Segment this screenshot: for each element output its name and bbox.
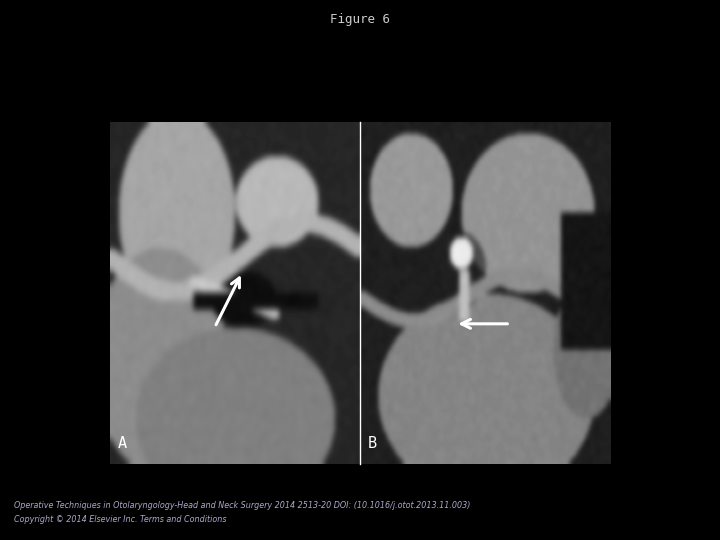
Text: Copyright © 2014 Elsevier Inc. Terms and Conditions: Copyright © 2014 Elsevier Inc. Terms and… [14, 515, 227, 524]
Text: B: B [368, 436, 377, 451]
Text: Operative Techniques in Otolaryngology-Head and Neck Surgery 2014 2513-20 DOI: (: Operative Techniques in Otolaryngology-H… [14, 501, 471, 510]
Text: A: A [117, 436, 127, 451]
Text: Figure 6: Figure 6 [330, 14, 390, 26]
